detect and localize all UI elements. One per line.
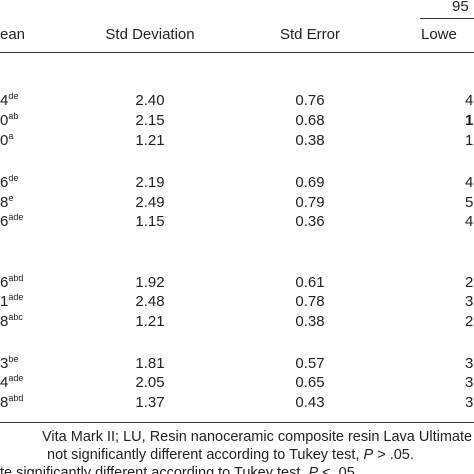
mean-letters: be [8,354,19,364]
mean-letters: abd [8,273,24,283]
mean-value: 8 [0,394,9,411]
mean-value: 8 [0,194,9,211]
column-header: Std Deviation [105,26,195,43]
column-header: Lowe [421,26,457,43]
mean-cell: 6ade [0,213,23,231]
sd-cell: 2.49 [135,194,165,211]
mean-value: 6 [0,174,9,191]
se-cell: 0.36 [295,213,325,230]
lower-cell: 1 [465,132,474,149]
mean-value: 4 [0,374,9,391]
sd-cell: 1.21 [135,313,165,330]
mean-value: 1 [0,293,9,310]
mean-letters: e [8,193,14,203]
se-cell: 0.69 [295,174,325,191]
mean-value: 6 [0,213,9,230]
footnote: Vita Mark II; LU, Resin nanoceramic comp… [42,429,473,445]
mean-cell: 6de [0,174,18,192]
mean-letters: a [8,131,14,141]
sd-cell: 2.48 [135,293,165,310]
sd-cell: 2.19 [135,174,165,191]
lower-cell: 1 [465,112,474,129]
se-cell: 0.57 [295,355,325,372]
mean-letters: ade [8,373,24,383]
sd-cell: 1.21 [135,132,165,149]
mean-letters: de [8,173,19,183]
column-header: ean [0,26,26,43]
footnote-italic: P [308,465,319,474]
mean-cell: 3be [0,355,18,373]
se-cell: 0.68 [295,112,325,129]
footnote: te significantly different according to … [0,464,359,474]
se-cell: 0.76 [295,92,325,109]
lower-cell: 3 [465,394,474,411]
lower-cell: 3 [465,293,474,310]
header-rule [0,52,474,53]
lower-cell: 5 [465,194,474,211]
mean-letters: ab [8,111,19,121]
footnote: not significantly different according to… [47,446,414,464]
mean-cell: 8e [0,194,13,212]
mean-cell: 0ab [0,112,18,130]
sd-cell: 2.40 [135,92,165,109]
mean-cell: 8abd [0,394,23,412]
sd-cell: 1.92 [135,274,165,291]
group-header: 95 [452,0,469,15]
se-cell: 0.61 [295,274,325,291]
mean-cell: 0a [0,132,13,150]
footnote-text: < .05. [318,465,359,474]
mean-letters: abc [8,312,23,322]
lower-cell: 4 [465,213,474,230]
footnote-italic: P [363,447,374,463]
mean-value: 0 [0,132,9,149]
mean-value: 6 [0,274,9,291]
lower-cell: 3 [465,374,474,391]
mean-cell: 4de [0,92,18,110]
footnote-text: > .05. [373,447,414,463]
lower-cell: 2 [465,313,474,330]
sd-cell: 1.15 [135,213,165,230]
group-rule [420,18,474,19]
se-cell: 0.79 [295,194,325,211]
mean-letters: ade [8,212,24,222]
mean-letters: de [8,91,19,101]
sd-cell: 1.81 [135,355,165,372]
mean-cell: 4ade [0,374,23,392]
se-cell: 0.65 [295,374,325,391]
se-cell: 0.78 [295,293,325,310]
mean-cell: 8abc [0,313,23,331]
sd-cell: 2.15 [135,112,165,129]
se-cell: 0.38 [295,132,325,149]
se-cell: 0.43 [295,394,325,411]
lower-cell: 4 [465,92,474,109]
mean-value: 0 [0,112,9,129]
mean-cell: 1ade [0,293,23,311]
lower-cell: 3 [465,355,474,372]
mean-value: 8 [0,313,9,330]
se-cell: 0.38 [295,313,325,330]
lower-cell: 4 [465,174,474,191]
footnote-text: te significantly different according to … [0,465,309,474]
sd-cell: 1.37 [135,394,165,411]
sd-cell: 2.05 [135,374,165,391]
bottom-rule [0,422,474,423]
footnote-text: not significantly different according to… [47,447,364,463]
lower-cell: 2 [465,274,474,291]
column-header: Std Error [279,26,341,43]
mean-letters: ade [8,292,24,302]
mean-cell: 6abd [0,274,23,292]
mean-value: 4 [0,92,9,109]
mean-letters: abd [8,393,24,403]
mean-value: 3 [0,355,9,372]
